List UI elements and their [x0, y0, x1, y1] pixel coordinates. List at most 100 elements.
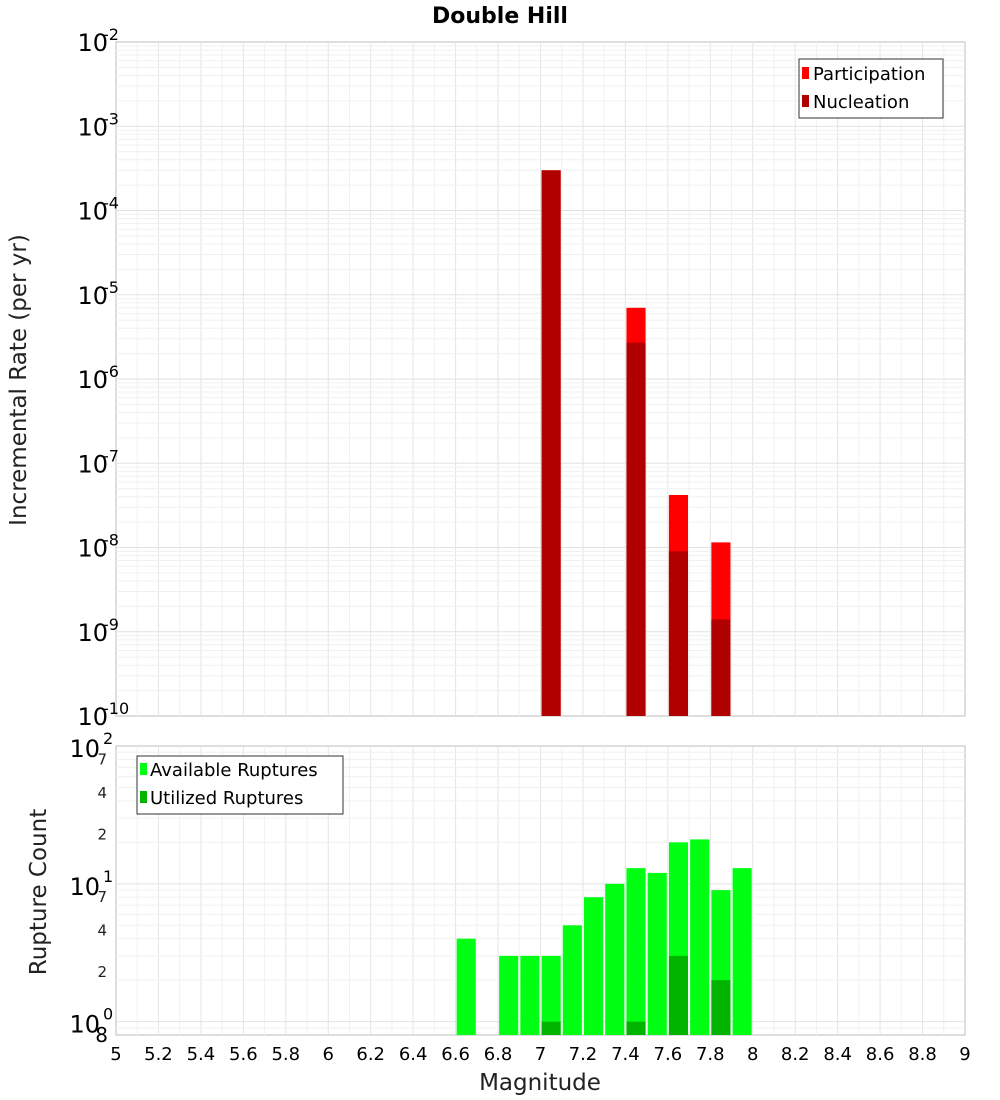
bar-utilized-ruptures — [668, 955, 689, 1035]
count-y-tick-label: 10 0 — [69, 1005, 113, 1039]
x-tick-label: 6 — [323, 1044, 334, 1065]
rate-plot-grid — [116, 42, 965, 716]
x-tick-label: 7.2 — [569, 1044, 598, 1065]
x-tick-label: 8 — [747, 1044, 758, 1065]
count-y-tick-base: 10 — [69, 1011, 100, 1039]
bar-nucleation — [711, 619, 731, 716]
legend-label-participation: Participation — [813, 64, 925, 85]
legend-swatch-nucleation — [802, 95, 809, 107]
legend-swatch-utilized-ruptures — [140, 791, 147, 803]
rate-y-tick-label: 10-7 — [77, 446, 119, 478]
rate-plot-legend: Participation Nucleation — [798, 58, 944, 119]
x-tick-label: 5.6 — [229, 1044, 258, 1065]
legend-label-nucleation: Nucleation — [813, 92, 909, 113]
count-y-minor-tick-label: 8 — [95, 1023, 108, 1047]
legend-label-utilized-ruptures: Utilized Ruptures — [150, 788, 303, 809]
bar-nucleation — [668, 551, 689, 716]
count-y-tick-exponent: 1 — [103, 867, 113, 886]
rate-y-tick-base: 10 — [77, 703, 108, 731]
rate-y-tick-exponent: -9 — [103, 615, 119, 634]
bar-utilized-ruptures — [626, 1021, 646, 1035]
count-y-tick-exponent: 0 — [103, 1005, 113, 1024]
x-tick-label: 7.8 — [696, 1044, 725, 1065]
rate-y-tick-exponent: -5 — [103, 278, 119, 297]
bar-nucleation — [626, 342, 646, 716]
count-plot-legend-box — [136, 755, 344, 815]
rate-y-tick-base: 10 — [77, 282, 108, 310]
count-y-minor-tick-label: 7 — [97, 750, 107, 768]
x-tick-label: 8.2 — [781, 1044, 810, 1065]
x-tick-label: 5.8 — [271, 1044, 300, 1065]
count-y-minor-tick-label: 4 — [97, 922, 107, 940]
bar-available-ruptures — [456, 938, 476, 1035]
rate-y-tick-exponent: -8 — [103, 531, 119, 550]
bar-nucleation — [541, 170, 561, 716]
bar-available-ruptures — [562, 925, 582, 1035]
rate-y-tick-exponent: -7 — [103, 446, 119, 465]
x-tick-label: 5.2 — [144, 1044, 173, 1065]
x-tick-label: 5.4 — [187, 1044, 216, 1065]
rate-plot-y-axis-label: Incremental Rate (per yr) — [6, 234, 32, 526]
bar-available-ruptures — [541, 955, 561, 1035]
rate-plot-bars — [541, 170, 731, 716]
rate-y-tick-label: 10-3 — [77, 109, 119, 141]
rate-y-tick-exponent: -4 — [103, 194, 119, 213]
bar-available-ruptures — [520, 955, 540, 1035]
rate-y-tick-exponent: -10 — [103, 699, 129, 718]
x-tick-label: 6.4 — [399, 1044, 428, 1065]
rate-y-tick-label: 10-9 — [77, 615, 119, 647]
rate-y-tick-base: 10 — [77, 366, 108, 394]
count-y-tick-base: 10 — [69, 735, 100, 763]
x-tick-label: 7 — [535, 1044, 546, 1065]
rate-y-tick-base: 10 — [77, 198, 108, 226]
bar-available-ruptures — [605, 883, 625, 1035]
bar-utilized-ruptures — [711, 980, 731, 1035]
x-axis-label: Magnitude — [479, 1070, 601, 1096]
legend-swatch-participation — [802, 67, 809, 79]
x-tick-label: 5 — [110, 1044, 121, 1065]
bar-available-ruptures — [626, 868, 646, 1035]
rate-y-tick-base: 10 — [77, 450, 108, 478]
count-y-tick-exponent: 2 — [103, 729, 113, 748]
count-y-tick-label: 10 2 — [69, 729, 113, 763]
rate-y-tick-label: 10-5 — [77, 278, 119, 310]
rate-y-tick-label: 10-4 — [77, 194, 119, 226]
bar-available-ruptures — [647, 872, 667, 1035]
count-y-minor-tick-label: 4 — [97, 784, 107, 802]
rate-y-tick-label: 10-8 — [77, 531, 119, 563]
x-tick-label: 8.4 — [823, 1044, 852, 1065]
legend-label-available-ruptures: Available Ruptures — [150, 760, 318, 781]
chart-title: Double Hill — [432, 4, 568, 29]
x-tick-label: 6.2 — [356, 1044, 385, 1065]
bar-utilized-ruptures — [541, 1021, 561, 1035]
legend-swatch-available-ruptures — [140, 763, 147, 775]
rate-y-tick-base: 10 — [77, 113, 108, 141]
count-y-minor-tick-label: 7 — [97, 888, 107, 906]
count-y-minor-tick-label: 2 — [97, 963, 107, 981]
rate-y-tick-exponent: -2 — [103, 25, 119, 44]
x-axis-tick-labels: 5 5.2 5.4 5.6 5.8 6 6.2 6.4 6.6 6.8 7 7.2 7.4 7.6 7.8 8… — [110, 1044, 970, 1065]
count-y-minor-tick-label: 2 — [97, 825, 107, 843]
bar-available-ruptures — [690, 839, 710, 1035]
x-tick-label: 6.6 — [441, 1044, 470, 1065]
rate-y-tick-label: 10-6 — [77, 362, 119, 394]
bar-available-ruptures — [584, 897, 604, 1035]
rate-y-tick-label: 10-10 — [77, 699, 129, 731]
x-tick-label: 7.6 — [654, 1044, 683, 1065]
rate-y-tick-exponent: -3 — [103, 109, 119, 128]
count-y-tick-label: 10 1 — [69, 867, 113, 901]
rate-y-tick-label: 10-2 — [77, 25, 119, 57]
x-tick-label: 7.4 — [611, 1044, 640, 1065]
x-tick-label: 8.6 — [866, 1044, 895, 1065]
count-plot-legend: Available Ruptures Utilized Ruptures — [136, 755, 344, 815]
bar-available-ruptures — [732, 868, 752, 1035]
rate-y-tick-base: 10 — [77, 535, 108, 563]
x-tick-label: 6.8 — [484, 1044, 513, 1065]
x-tick-label: 9 — [959, 1044, 970, 1065]
rate-y-tick-base: 10 — [77, 619, 108, 647]
count-plot-y-axis-label: Rupture Count — [26, 809, 52, 975]
bar-available-ruptures — [499, 955, 519, 1035]
